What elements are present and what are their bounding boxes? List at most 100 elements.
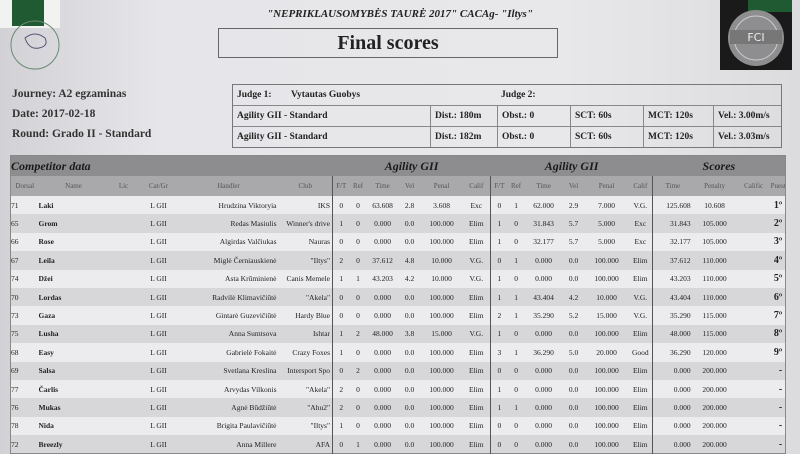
cell-handler: Gabrielė Fokaitė bbox=[226, 347, 277, 357]
cell-calif: Exc bbox=[634, 237, 647, 247]
table-row: 66 Rose L GII Algirdas Valčiukas Nauras 0 0 0.0… bbox=[10, 232, 786, 252]
cell-ft: 0 bbox=[332, 287, 350, 307]
cell-time: 0.000 bbox=[652, 435, 693, 454]
cell-club: "Ahu2" bbox=[307, 402, 331, 412]
cell-ft: 1 bbox=[332, 324, 350, 344]
cell-puest: 4º bbox=[773, 254, 783, 266]
table-row: 72 Breezly L GII Anna Millere AFA 0 1 0.000 0.0 1… bbox=[10, 435, 786, 454]
cell-penalty: 105.000 bbox=[702, 237, 727, 247]
cell-name: Salsa bbox=[38, 366, 56, 376]
cell-catgr: L GII bbox=[150, 439, 167, 449]
cell-ft: 1 bbox=[332, 269, 350, 288]
cell-handler: Redas Masiulis bbox=[230, 219, 277, 229]
cell-ref: 0 bbox=[356, 311, 360, 321]
cell-time: 36.290 bbox=[652, 343, 693, 362]
cell-ref: 0 bbox=[514, 366, 518, 376]
cell-time: 62.000 bbox=[533, 200, 554, 210]
cell-club: Intersport Spo bbox=[287, 366, 331, 376]
cell-penal: 15.000 bbox=[431, 329, 452, 339]
column-header: Penalty bbox=[692, 176, 737, 196]
judge2-label: Judge 2: bbox=[501, 90, 536, 100]
cell-handler: Asta Krūminienė bbox=[225, 274, 277, 284]
cell-club: AFA bbox=[315, 439, 331, 449]
cell-penal: 100.000 bbox=[429, 292, 454, 302]
cell-calif: Elim bbox=[633, 384, 648, 394]
cell-ft: 1 bbox=[490, 324, 508, 344]
course-field: Vel.: 3.00m/s bbox=[718, 111, 770, 121]
cell-lic bbox=[109, 251, 139, 269]
cell-club: Canis Memele bbox=[286, 274, 331, 284]
cell-ref: 2 bbox=[356, 329, 360, 339]
cell-name: Gaza bbox=[38, 311, 56, 321]
cell-club: Winner's drive bbox=[286, 219, 331, 229]
course-field: Vel.: 3.03m/s bbox=[718, 132, 770, 142]
cell-lic bbox=[109, 343, 139, 361]
cell-puest: 3º bbox=[773, 236, 783, 248]
column-header: Time bbox=[652, 176, 693, 196]
cell-ref: 0 bbox=[356, 237, 360, 247]
cell-vel: 2.8 bbox=[404, 200, 415, 210]
cell-time: 32.177 bbox=[652, 232, 693, 252]
cell-penal: 100.000 bbox=[594, 402, 619, 412]
cell-penal: 100.000 bbox=[594, 421, 619, 431]
cell-time: 43.404 bbox=[652, 287, 693, 307]
cell-club: Nauras bbox=[308, 237, 331, 247]
cell-vel: 0.0 bbox=[568, 439, 579, 449]
cell-vel: 0.0 bbox=[404, 402, 415, 412]
cell-catgr: L GII bbox=[150, 384, 167, 394]
cell-vel: 0.0 bbox=[568, 384, 579, 394]
cell-ref: 0 bbox=[356, 219, 360, 229]
cell-handler: Anna Millere bbox=[236, 439, 277, 449]
cell-ft: 2 bbox=[332, 398, 350, 417]
cell-time: 43.404 bbox=[533, 292, 554, 302]
cell-calific bbox=[737, 196, 771, 214]
cell-dorsal: 70 bbox=[11, 292, 19, 302]
cell-vel: 0.0 bbox=[404, 311, 415, 321]
cell-calif: V.G. bbox=[633, 200, 648, 210]
cell-calif: Elim bbox=[633, 274, 648, 284]
cell-ft: 1 bbox=[490, 214, 508, 233]
cell-ref: 1 bbox=[356, 439, 360, 449]
cell-name: Lordas bbox=[38, 292, 62, 302]
cell-ft: 1 bbox=[490, 398, 508, 417]
course-field: Obst.: 0 bbox=[498, 127, 571, 147]
cell-vel: 0.0 bbox=[568, 366, 579, 376]
column-header: Handler bbox=[178, 176, 279, 196]
cell-time: 0.000 bbox=[535, 366, 552, 376]
cell-dorsal: 72 bbox=[11, 439, 19, 449]
cell-penal: 100.000 bbox=[429, 421, 454, 431]
cell-penalty: 115.000 bbox=[702, 329, 727, 339]
cell-ft: 1 bbox=[332, 214, 350, 233]
cell-penalty: 200.000 bbox=[702, 366, 727, 376]
cell-penal: 100.000 bbox=[429, 439, 454, 449]
kinologu-draugija-logo bbox=[0, 0, 80, 70]
cell-calific bbox=[737, 233, 771, 251]
cell-ref: 0 bbox=[356, 421, 360, 431]
cell-calif: Elim bbox=[468, 366, 484, 376]
round-info: Round: Grado II - Standard bbox=[12, 128, 152, 140]
cell-penal: 15.000 bbox=[596, 311, 617, 321]
cell-club: "Iltys" bbox=[310, 421, 331, 431]
cell-time: 35.290 bbox=[533, 311, 554, 321]
cell-penal: 100.000 bbox=[594, 439, 619, 449]
cell-ref: 0 bbox=[514, 329, 518, 339]
cell-puest: 5º bbox=[773, 273, 783, 285]
cell-handler: Radvilė Klimavičiūtė bbox=[212, 292, 277, 302]
cell-name: Džei bbox=[38, 274, 53, 284]
cell-penal: 100.000 bbox=[594, 366, 619, 376]
cell-penal: 100.000 bbox=[594, 274, 619, 284]
cell-calif: Elim bbox=[468, 439, 484, 449]
cell-club: Hardy Blue bbox=[295, 311, 331, 321]
cell-ref: 2 bbox=[356, 366, 360, 376]
cell-time: 0.000 bbox=[374, 366, 391, 376]
cell-time: 35.290 bbox=[652, 306, 693, 325]
cell-penal: 100.000 bbox=[594, 329, 619, 339]
cell-calific bbox=[737, 306, 771, 324]
cell-calif: Elim bbox=[633, 439, 648, 449]
event-subtitle: "NEPRIKLAUSOMYBĖS TAURĖ 2017" CACAg- "Il… bbox=[267, 8, 533, 20]
cell-calif: Elim bbox=[633, 255, 648, 265]
cell-name: Nida bbox=[38, 421, 54, 431]
cell-time: 0.000 bbox=[374, 237, 391, 247]
cell-ref: 0 bbox=[514, 274, 518, 284]
cell-ref: 1 bbox=[514, 347, 518, 357]
